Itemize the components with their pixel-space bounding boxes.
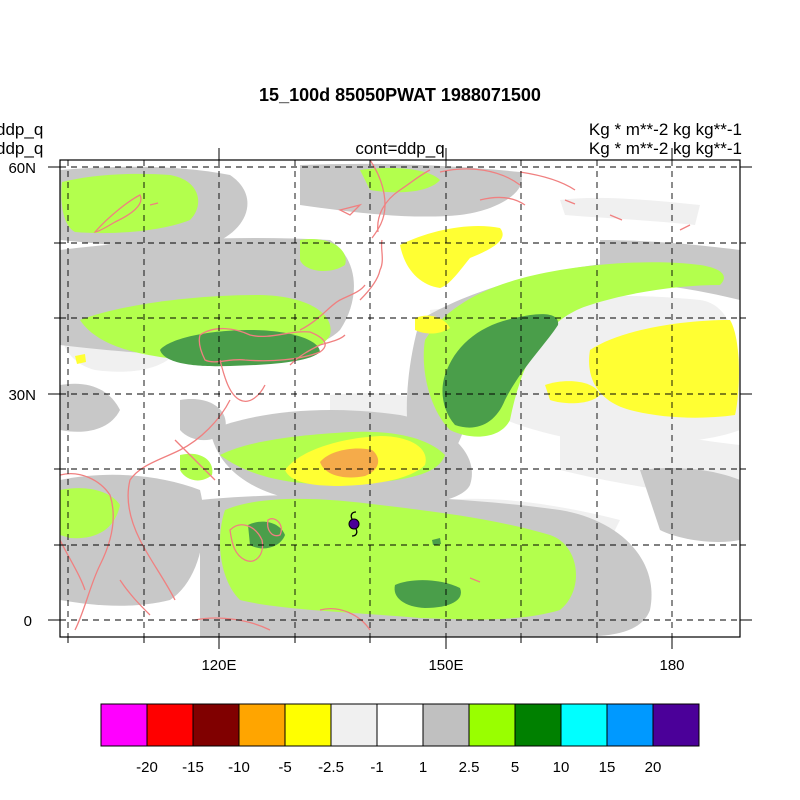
lon-label-120e: 120E <box>201 657 236 674</box>
coastlines <box>60 160 691 631</box>
colorbar <box>100 703 700 747</box>
contour-field <box>60 160 740 637</box>
lon-label-150e: 150E <box>428 657 463 674</box>
colorbar-label: -5 <box>278 759 291 776</box>
lat-label-0: 0 <box>24 613 32 630</box>
colorbar-box <box>284 703 332 747</box>
colorbar-label: 10 <box>553 759 570 776</box>
colorbar-box <box>238 703 286 747</box>
colorbar-box <box>330 703 378 747</box>
colorbar-box <box>100 703 148 747</box>
typhoon-icon <box>348 511 360 537</box>
colorbar-label: -10 <box>228 759 250 776</box>
orange-shading <box>320 448 379 478</box>
left-label-2: ddp_q <box>0 139 43 158</box>
colorbar-label: -1 <box>370 759 383 776</box>
colorbar-box <box>192 703 240 747</box>
colorbar-labels: -20 -15 -10 -5 -2.5 -1 1 2.5 5 10 15 20 <box>136 759 661 776</box>
colorbar-label: 5 <box>511 759 519 776</box>
colorbar-box <box>468 703 516 747</box>
colorbar-label: 15 <box>599 759 616 776</box>
colorbar-box <box>422 703 470 747</box>
lat-label-60n: 60N <box>8 160 36 177</box>
dark-green-shading <box>160 314 559 608</box>
right-label-1: Kg * m**-2 kg kg**-1 <box>589 120 742 139</box>
colorbar-box <box>606 703 654 747</box>
graticule <box>60 160 740 637</box>
colorbar-label: 1 <box>419 759 427 776</box>
map-frame <box>59 159 741 638</box>
axis-ticks <box>48 148 752 649</box>
colorbar-label: 2.5 <box>459 759 480 776</box>
colorbar-label: -2.5 <box>318 759 344 776</box>
lon-label-180: 180 <box>659 657 684 674</box>
colorbar-label: 20 <box>645 759 662 776</box>
center-label: cont=ddp_q <box>355 139 444 158</box>
colorbar-box <box>652 703 700 747</box>
colorbar-box <box>376 703 424 747</box>
left-label-1: ddp_q <box>0 120 43 139</box>
colorbar-box <box>514 703 562 747</box>
lat-label-30n: 30N <box>8 387 36 404</box>
colorbar-box <box>146 703 194 747</box>
colorbar-label: -20 <box>136 759 158 776</box>
right-label-2: Kg * m**-2 kg kg**-1 <box>589 139 742 158</box>
colorbar-box <box>560 703 608 747</box>
colorbar-label: -15 <box>182 759 204 776</box>
figure-title: 15_100d 85050PWAT 1988071500 <box>259 85 541 105</box>
